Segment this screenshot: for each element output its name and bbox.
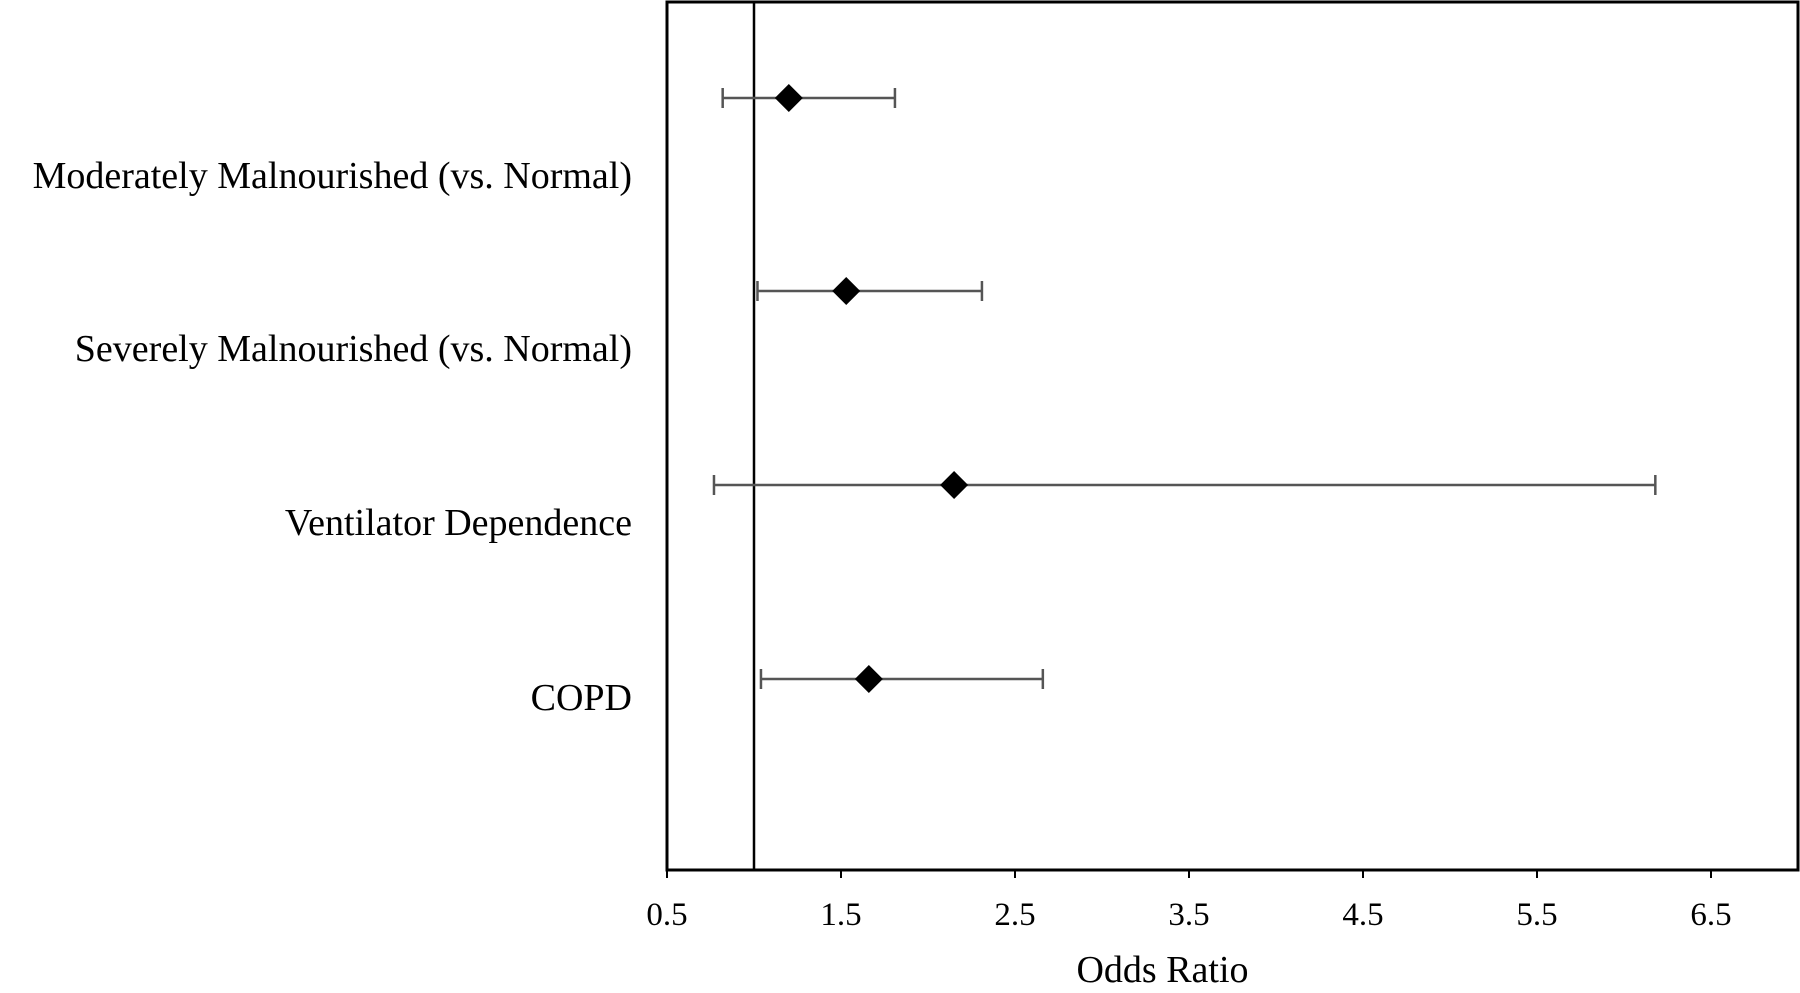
odds-ratio-marker bbox=[854, 665, 883, 693]
odds-ratio-marker bbox=[832, 277, 861, 305]
x-tick-label: 4.5 bbox=[1342, 897, 1383, 933]
category-label: COPD bbox=[531, 677, 632, 719]
odds-ratio-marker bbox=[774, 84, 803, 112]
x-tick-label: 5.5 bbox=[1516, 897, 1557, 933]
x-tick-label: 6.5 bbox=[1690, 897, 1731, 933]
odds-ratio-marker bbox=[940, 471, 969, 499]
category-labels: Moderately Malnourished (vs. Normal) Seve… bbox=[33, 155, 632, 719]
forest-marks bbox=[712, 84, 1657, 693]
x-axis-ticks: 0.5 1.5 2.5 3.5 4.5 5.5 6.5 bbox=[646, 870, 1732, 933]
x-tick-label: 2.5 bbox=[994, 897, 1035, 933]
category-label: Moderately Malnourished (vs. Normal) bbox=[33, 155, 632, 197]
category-label: Ventilator Dependence bbox=[285, 502, 632, 544]
x-tick-label: 0.5 bbox=[646, 897, 687, 933]
x-tick-label: 1.5 bbox=[820, 897, 861, 933]
x-axis-title: Odds Ratio bbox=[1076, 949, 1248, 991]
plot-frame bbox=[665, 0, 1800, 872]
x-tick-label: 3.5 bbox=[1168, 897, 1209, 933]
category-label: Severely Malnourished (vs. Normal) bbox=[75, 328, 632, 370]
